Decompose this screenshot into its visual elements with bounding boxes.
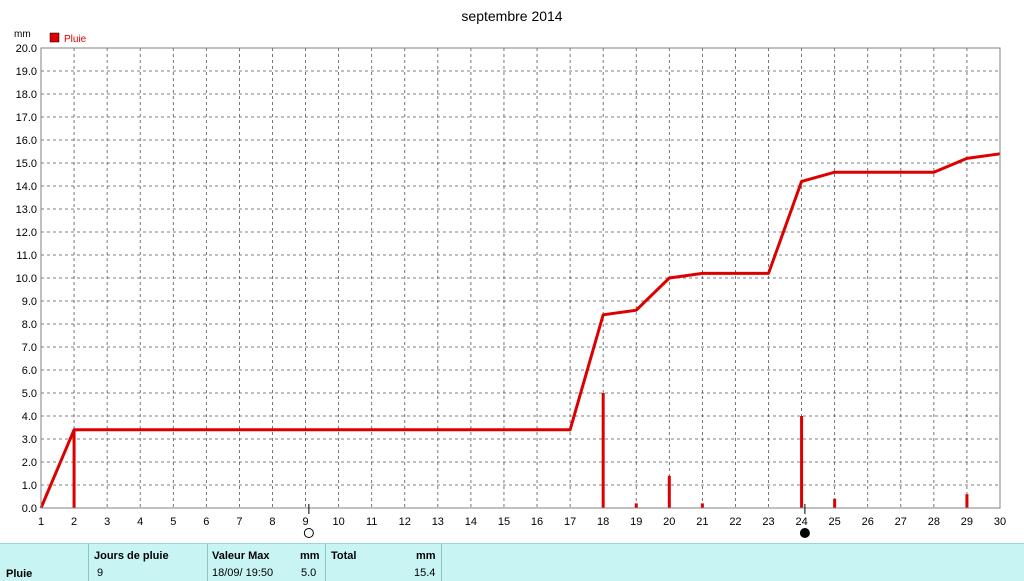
- x-tick-label: 2: [71, 516, 77, 528]
- x-tick-label: 15: [498, 516, 510, 528]
- x-tick-label: 27: [895, 516, 907, 528]
- daily-rain-bar: [800, 416, 804, 508]
- x-tick-label: 29: [961, 516, 973, 528]
- y-tick-label: 15.0: [16, 158, 37, 170]
- x-tick-label: 7: [236, 516, 242, 528]
- y-tick-label: 14.0: [16, 181, 37, 193]
- y-tick-label: 0.0: [22, 503, 37, 515]
- total-header: Total: [331, 550, 357, 562]
- x-tick-label: 28: [928, 516, 940, 528]
- max-value-amount: 5.0: [301, 567, 317, 579]
- x-tick-label: 11: [366, 516, 377, 528]
- x-tick-label: 18: [597, 516, 609, 528]
- y-tick-label: 8.0: [22, 319, 37, 331]
- y-tick-label: 3.0: [22, 434, 37, 446]
- x-tick-label: 4: [137, 516, 143, 528]
- daily-rain-bar: [700, 503, 704, 508]
- daily-rain-bar: [833, 498, 837, 508]
- x-tick-label: 26: [862, 516, 874, 528]
- daily-rain-bar: [72, 429, 76, 508]
- x-tick-label: 30: [994, 516, 1006, 528]
- total-value: 15.4: [414, 567, 436, 579]
- daily-rain-bar: [965, 494, 969, 508]
- summary-row-label: Pluie: [6, 568, 33, 580]
- x-tick-label: 25: [829, 516, 841, 528]
- x-tick-label: 8: [269, 516, 275, 528]
- y-tick-label: 17.0: [16, 112, 37, 124]
- y-tick-label: 16.0: [16, 135, 37, 147]
- rain-days-value: 9: [97, 567, 104, 579]
- x-tick-label: 10: [332, 516, 344, 528]
- y-tick-label: 6.0: [22, 365, 37, 377]
- x-tick-label: 23: [762, 516, 774, 528]
- x-tick-label: 24: [795, 516, 807, 528]
- y-tick-label: 18.0: [16, 89, 37, 101]
- x-tick-label: 14: [465, 516, 477, 528]
- max-value-header: Valeur Max: [212, 550, 270, 562]
- new-moon-icon: [799, 528, 810, 538]
- y-tick-label: 20.0: [16, 43, 37, 55]
- summary-table: Pluie Jours de pluie 9 Valeur Max mm 18/…: [0, 543, 1024, 581]
- x-tick-label: 5: [170, 516, 176, 528]
- x-tick-label: 17: [564, 516, 576, 528]
- rain-days-header: Jours de pluie: [94, 550, 169, 562]
- y-tick-label: 7.0: [22, 342, 37, 354]
- daily-rain-bar: [634, 503, 638, 508]
- x-tick-label: 1: [38, 516, 44, 528]
- x-tick-label: 16: [531, 516, 543, 528]
- y-tick-label: 9.0: [22, 296, 37, 308]
- max-value-unit: mm: [300, 550, 320, 562]
- total-unit: mm: [416, 550, 436, 562]
- legend-label: Pluie: [64, 34, 87, 45]
- x-tick-label: 19: [630, 516, 642, 528]
- y-tick-label: 10.0: [16, 273, 37, 285]
- y-tick-label: 19.0: [16, 66, 37, 78]
- y-tick-label: 2.0: [22, 457, 37, 469]
- daily-rain-bar: [601, 393, 605, 508]
- x-tick-label: 12: [399, 516, 411, 528]
- y-tick-label: 11.0: [16, 250, 37, 262]
- y-tick-label: 13.0: [16, 204, 37, 216]
- y-axis-unit: mm: [14, 29, 31, 40]
- y-tick-label: 5.0: [22, 388, 37, 400]
- x-tick-label: 22: [729, 516, 741, 528]
- full-moon-icon: [303, 528, 314, 538]
- rain-chart: septembre 2014 mm Pluie 0.0 1.0 2.0 3.0 4.0 5…: [14, 8, 1006, 538]
- cumulative-rain-line: [39, 152, 1001, 509]
- chart-title: septembre 2014: [461, 8, 562, 24]
- y-tick-label: 12.0: [16, 227, 37, 239]
- legend-swatch: [49, 32, 60, 43]
- x-tick-label: 13: [432, 516, 444, 528]
- x-tick-label: 20: [663, 516, 675, 528]
- y-tick-label: 1.0: [22, 480, 37, 492]
- x-tick-label: 21: [696, 516, 708, 528]
- plot-frame: [40, 47, 1001, 509]
- daily-rain-bar: [667, 475, 671, 508]
- y-tick-label: 4.0: [22, 411, 37, 423]
- x-tick-label: 9: [302, 516, 308, 528]
- x-tick-label: 3: [104, 516, 110, 528]
- max-value-date: 18/09/ 19:50: [212, 567, 274, 579]
- x-tick-label: 6: [203, 516, 209, 528]
